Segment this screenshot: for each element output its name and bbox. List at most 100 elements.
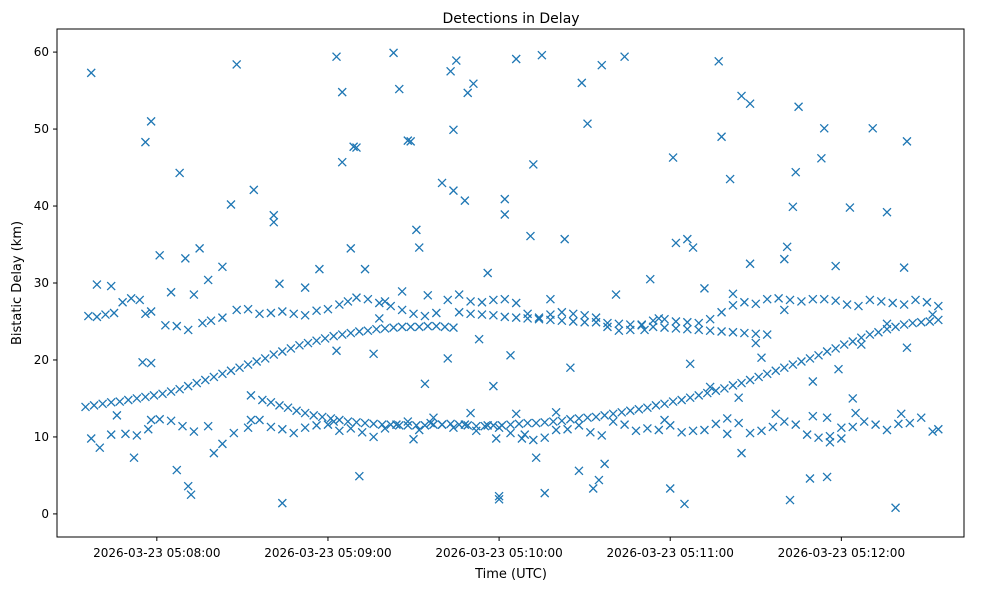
data-point [166, 416, 176, 426]
data-point [488, 295, 498, 305]
data-point [911, 295, 920, 305]
data-point [882, 207, 892, 217]
data-point [491, 434, 501, 443]
data-point [600, 459, 610, 469]
data-point [665, 484, 675, 493]
data-point [132, 430, 142, 440]
data-point [277, 307, 287, 316]
data-point [374, 298, 384, 308]
data-point [172, 321, 182, 331]
data-point [702, 388, 712, 398]
data-point [856, 333, 866, 343]
data-point [548, 417, 558, 427]
data-point [266, 308, 276, 318]
data-point [523, 309, 533, 319]
data-point [645, 274, 655, 284]
data-point [583, 119, 592, 129]
data-point [443, 353, 453, 363]
data-point [614, 319, 624, 329]
data-point [660, 399, 669, 409]
data-point [737, 378, 746, 388]
data-point [757, 353, 766, 363]
data-point [779, 417, 789, 427]
data-point [902, 343, 912, 353]
data-point [568, 317, 578, 326]
x-tick-label: 2026-03-23 05:12:00 [778, 546, 905, 560]
data-point [745, 375, 755, 385]
data-point [106, 281, 116, 291]
data-point [374, 313, 384, 323]
data-point [902, 136, 912, 146]
data-point [574, 466, 584, 476]
x-tick-label: 2026-03-23 05:08:00 [93, 546, 220, 560]
data-point [580, 310, 590, 320]
data-point [779, 363, 789, 373]
data-point [488, 381, 498, 391]
data-point [369, 349, 379, 359]
data-point [466, 408, 476, 418]
data-point [865, 330, 875, 340]
data-point [705, 326, 715, 336]
data-point [873, 327, 883, 337]
data-point [86, 434, 96, 443]
data-point [483, 268, 493, 278]
data-point [437, 420, 447, 430]
data-point [229, 428, 239, 438]
data-point [614, 326, 624, 336]
data-point [357, 427, 367, 437]
data-point [545, 294, 555, 304]
data-point [343, 417, 353, 427]
data-point [608, 409, 618, 419]
data-point [557, 416, 567, 426]
data-point [477, 297, 487, 307]
data-point [500, 194, 510, 204]
data-point [728, 380, 738, 390]
data-point [488, 310, 498, 320]
data-point [109, 308, 119, 318]
data-point [337, 330, 347, 340]
data-point [551, 425, 561, 435]
data-point [933, 301, 943, 311]
y-tick-label: 10 [34, 430, 49, 444]
data-point [785, 295, 795, 305]
x-axis: 2026-03-23 05:08:00 2026-03-23 05:09:00 20… [93, 537, 905, 560]
data-point [540, 417, 550, 427]
data-point [243, 423, 253, 433]
data-point [98, 399, 108, 409]
data-point [203, 421, 213, 431]
data-point [178, 421, 187, 431]
data-point [899, 263, 909, 273]
data-point [81, 402, 90, 412]
data-point [531, 453, 541, 463]
data-point [694, 325, 704, 335]
data-point [448, 423, 458, 433]
data-point [337, 157, 347, 167]
data-point [195, 243, 205, 253]
data-point [677, 427, 687, 437]
data-point [369, 432, 379, 442]
data-point [360, 418, 370, 428]
data-point [745, 99, 755, 109]
data-point [334, 426, 344, 436]
data-point [842, 300, 852, 310]
data-point [717, 307, 727, 317]
data-point [808, 294, 818, 304]
data-point [252, 357, 262, 366]
data-point [95, 443, 105, 453]
data-point [283, 403, 293, 413]
data-point [423, 290, 433, 300]
data-point [235, 363, 245, 373]
data-point [791, 167, 801, 177]
data-point [711, 419, 721, 429]
data-point [531, 418, 541, 428]
data-point [788, 202, 798, 212]
data-point [551, 407, 561, 417]
data-point [454, 290, 464, 300]
data-point [751, 329, 761, 339]
data-point [739, 297, 749, 307]
data-point [779, 305, 789, 315]
data-point [226, 200, 236, 209]
data-point [352, 293, 361, 303]
data-point [893, 419, 903, 429]
data-point [189, 290, 199, 300]
